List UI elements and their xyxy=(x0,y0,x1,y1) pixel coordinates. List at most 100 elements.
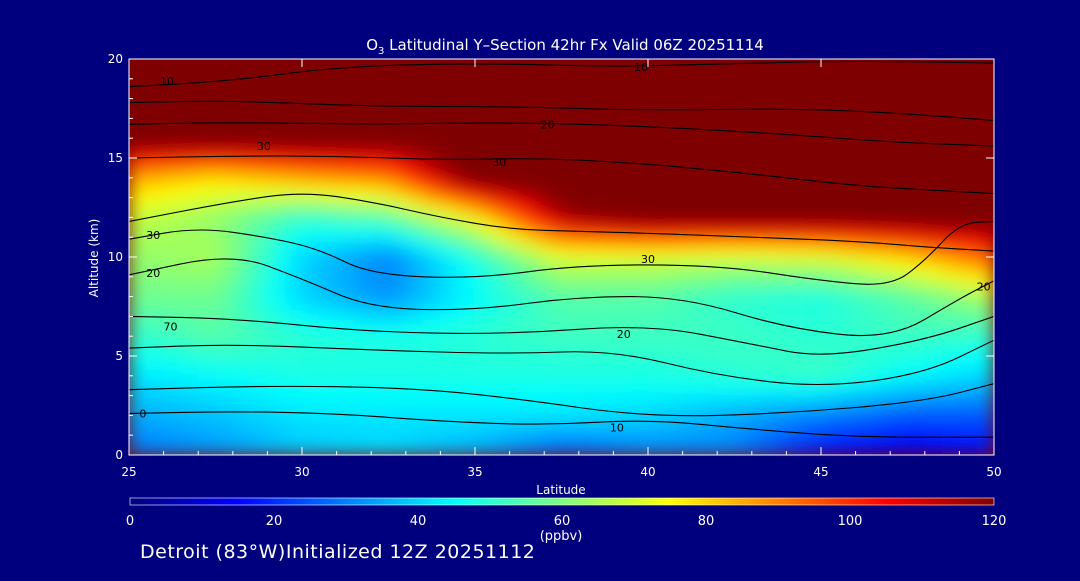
field-cell xyxy=(785,434,805,446)
field-cell xyxy=(820,365,839,377)
field-cell xyxy=(768,59,787,70)
footer-caption: Detroit (83°W)Initialized 12Z 20251112 xyxy=(140,541,536,563)
field-cell xyxy=(491,187,511,199)
field-cell xyxy=(976,197,994,208)
field-cell xyxy=(474,414,493,426)
field-cell xyxy=(561,434,580,446)
field-cell xyxy=(301,306,320,317)
field-cell xyxy=(612,256,632,268)
field-cell xyxy=(734,117,753,129)
field-cell xyxy=(976,444,994,455)
field-cell xyxy=(526,88,545,100)
field-cell xyxy=(491,88,511,100)
field-cell xyxy=(491,315,511,327)
field-cell xyxy=(422,355,441,367)
field-cell xyxy=(232,59,251,70)
field-cell xyxy=(820,256,839,268)
field-cell xyxy=(734,296,753,307)
field-cell xyxy=(249,405,268,416)
field-cell xyxy=(924,108,943,119)
field-cell xyxy=(578,375,597,387)
field-cell xyxy=(803,276,822,288)
field-cell xyxy=(872,197,891,208)
field-cell xyxy=(837,117,857,129)
field-cell xyxy=(699,68,718,80)
field-cell xyxy=(941,256,960,268)
field-cell xyxy=(439,355,459,367)
field-cell xyxy=(318,296,338,307)
field-cell xyxy=(249,276,268,288)
field-cell xyxy=(682,355,701,367)
field-cell xyxy=(958,424,978,436)
contour-line-6 xyxy=(129,193,994,252)
field-cell xyxy=(803,395,822,406)
field-cell xyxy=(630,197,649,208)
field-cell xyxy=(474,315,493,327)
field-cell xyxy=(388,375,407,387)
field-cell xyxy=(457,207,476,218)
field-cell xyxy=(474,355,493,367)
field-cell xyxy=(785,147,805,159)
field-cell xyxy=(129,405,147,416)
field-cell xyxy=(803,197,822,208)
field-cell xyxy=(197,375,216,387)
field-cell xyxy=(941,98,960,109)
field-cell xyxy=(716,296,735,307)
field-cell xyxy=(439,88,459,100)
field-cell xyxy=(232,395,251,406)
field-cell xyxy=(232,365,251,377)
field-cell xyxy=(526,137,545,149)
field-cell xyxy=(630,108,649,119)
field-cell xyxy=(491,108,511,119)
field-cell xyxy=(837,68,857,80)
field-cell xyxy=(734,137,753,149)
field-cell xyxy=(630,325,649,337)
field-cell xyxy=(474,197,493,208)
field-cell xyxy=(664,405,684,416)
field-cell xyxy=(197,78,216,90)
field-cell xyxy=(682,424,701,436)
field-cell xyxy=(716,127,735,139)
field-cell xyxy=(785,226,805,238)
field-cell xyxy=(232,88,251,100)
field-cell xyxy=(785,137,805,149)
field-cell xyxy=(353,226,372,238)
field-cell xyxy=(336,266,355,278)
field-cell xyxy=(439,207,459,218)
field-cell xyxy=(197,444,216,455)
field-cell xyxy=(716,325,735,337)
field-cell xyxy=(699,137,718,149)
field-cell xyxy=(509,256,528,268)
field-cell xyxy=(976,226,994,238)
field-cell xyxy=(595,137,614,149)
field-cell xyxy=(526,296,545,307)
field-cell xyxy=(751,226,770,238)
field-cell xyxy=(388,216,407,228)
field-cell xyxy=(215,216,234,228)
field-cell xyxy=(491,325,511,337)
field-cell xyxy=(336,405,355,416)
field-cell xyxy=(543,345,562,357)
field-cell xyxy=(595,335,614,347)
field-cell xyxy=(301,335,320,347)
field-cell xyxy=(837,88,857,100)
field-cell xyxy=(509,226,528,238)
field-cell xyxy=(526,147,545,159)
field-cell xyxy=(336,246,355,258)
field-cell xyxy=(474,137,493,149)
field-cell xyxy=(301,355,320,367)
field-cell xyxy=(664,88,684,100)
field-cell xyxy=(595,276,614,288)
field-cell xyxy=(163,286,182,298)
field-cell xyxy=(318,256,338,268)
field-cell xyxy=(699,216,718,228)
field-cell xyxy=(561,216,580,228)
field-cell xyxy=(855,88,874,100)
field-cell xyxy=(232,355,251,367)
field-cell xyxy=(768,157,787,169)
field-cell xyxy=(941,157,960,169)
field-cell xyxy=(422,177,441,189)
field-cell xyxy=(664,345,684,357)
field-cell xyxy=(578,296,597,307)
